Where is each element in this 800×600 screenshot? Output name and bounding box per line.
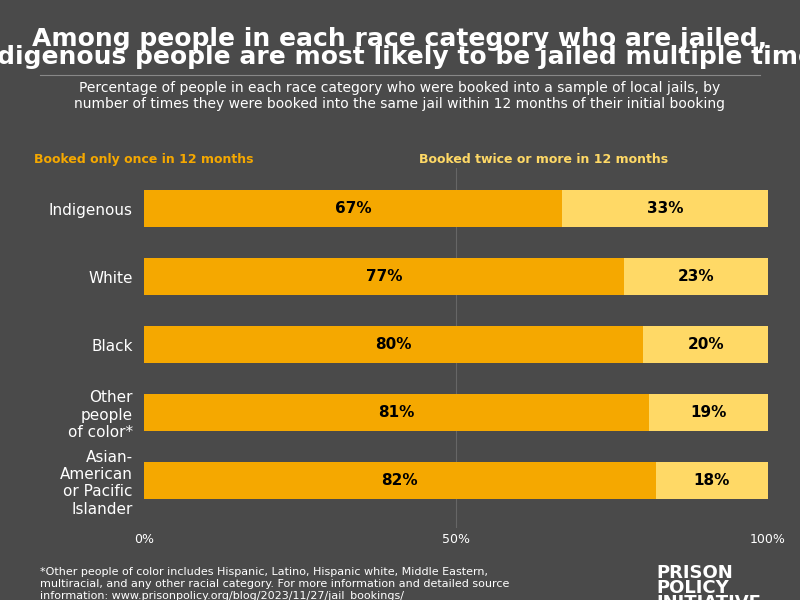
Text: 19%: 19%	[690, 405, 727, 420]
Bar	[562, 190, 768, 227]
Text: 20%: 20%	[687, 337, 724, 352]
Text: 33%: 33%	[646, 201, 683, 216]
Bar	[656, 462, 768, 499]
Text: Among people in each race category who are jailed,: Among people in each race category who a…	[33, 27, 767, 51]
Bar	[643, 326, 768, 363]
Bar	[144, 190, 562, 227]
Text: 77%: 77%	[366, 269, 402, 284]
Bar	[625, 258, 768, 295]
Text: Indigenous people are most likely to be jailed multiple times: Indigenous people are most likely to be …	[0, 45, 800, 69]
Text: POLICY: POLICY	[656, 579, 729, 597]
Text: 82%: 82%	[382, 473, 418, 488]
Text: Booked only once in 12 months: Booked only once in 12 months	[34, 153, 254, 166]
Text: 67%: 67%	[334, 201, 371, 216]
Bar	[650, 394, 768, 431]
Text: Booked twice or more in 12 months: Booked twice or more in 12 months	[419, 153, 669, 166]
Bar	[144, 394, 650, 431]
Text: 23%: 23%	[678, 269, 714, 284]
Text: INITIATIVE: INITIATIVE	[656, 594, 761, 600]
Text: Percentage of people in each race category who were booked into a sample of loca: Percentage of people in each race catego…	[74, 81, 726, 111]
Text: 18%: 18%	[694, 473, 730, 488]
Text: 81%: 81%	[378, 405, 415, 420]
Bar	[144, 326, 643, 363]
Bar	[144, 462, 656, 499]
Text: PRISON: PRISON	[656, 564, 733, 582]
Bar	[144, 258, 625, 295]
Text: *Other people of color includes Hispanic, Latino, Hispanic white, Middle Eastern: *Other people of color includes Hispanic…	[40, 567, 510, 600]
Text: 80%: 80%	[375, 337, 412, 352]
